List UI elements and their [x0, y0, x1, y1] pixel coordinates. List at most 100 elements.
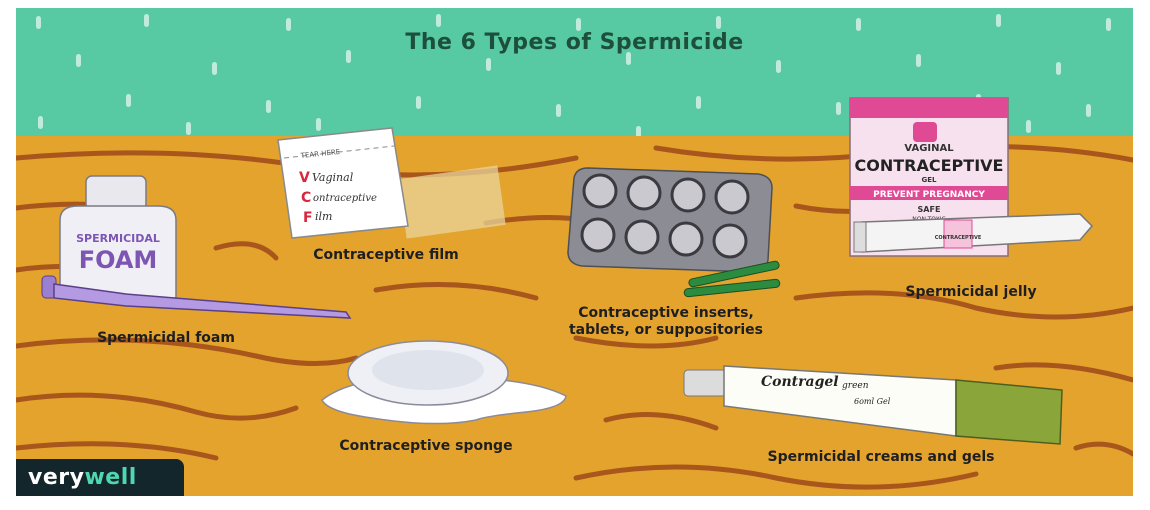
wall-dot	[126, 94, 131, 107]
wall-dot	[1086, 104, 1091, 117]
film-packet-line-1: Vaginal	[312, 171, 354, 184]
wood-grain-stroke	[793, 290, 1133, 320]
jelly-tube-cap	[853, 221, 867, 253]
blister-pill	[624, 219, 660, 255]
wall-dot	[486, 58, 491, 71]
gel-box-line-3: GEL	[922, 176, 938, 184]
jelly-tube-label	[943, 219, 973, 249]
wood-grain-stroke	[16, 441, 219, 461]
blister-pills	[580, 173, 750, 259]
wood-grain-stroke	[213, 241, 279, 261]
sponge-dimple	[372, 350, 484, 390]
foam-illustration: SPERMICIDAL FOAM	[41, 175, 352, 319]
cream-tube-line-2: green	[842, 381, 869, 391]
wall-dot	[266, 100, 271, 113]
wall-dot	[36, 16, 41, 29]
wall-dot	[316, 118, 321, 131]
wall-dot	[38, 116, 43, 129]
gel-box-band	[850, 186, 1008, 200]
caption-spermicidal-foam: Spermicidal foam	[97, 330, 235, 346]
film-sheet	[398, 165, 506, 239]
wood-grain-stroke	[16, 337, 359, 367]
film-letter-f: F	[303, 210, 313, 226]
foam-applicator	[53, 283, 352, 319]
wall-dot	[576, 18, 581, 31]
gel-box-line-4: SAFE	[918, 205, 941, 214]
foam-bottle	[59, 205, 177, 299]
wood-grain-stroke	[993, 362, 1133, 383]
blister-pill	[580, 217, 616, 253]
blister-pill	[714, 179, 750, 215]
blister-pill	[712, 223, 748, 259]
foam-bottle-label-2: FOAM	[79, 246, 158, 274]
wood-grain-stroke	[16, 392, 299, 421]
blister-pill	[670, 177, 706, 213]
gel-box-line-1: VAGINAL	[904, 143, 954, 154]
sponge-illustration	[321, 340, 567, 425]
blister-pill	[582, 173, 618, 209]
wall-dot	[636, 126, 641, 139]
wood-grain-stroke	[603, 412, 719, 431]
blister-pill	[626, 175, 662, 211]
blister-pill	[668, 221, 704, 257]
caption-creams-and-gels: Spermicidal creams and gels	[767, 449, 995, 465]
caption-contraceptive-sponge: Contraceptive sponge	[339, 438, 513, 454]
wall-dot	[416, 96, 421, 109]
wall-dot	[212, 62, 217, 75]
wall-dot	[76, 54, 81, 67]
wall-dot	[556, 104, 561, 117]
caption-inserts-line-1: Contraceptive inserts,	[578, 305, 754, 321]
gel-box-band-text: PREVENT PREGNANCY	[873, 190, 985, 200]
wall-dot	[916, 54, 921, 67]
wood-grain-stroke	[573, 464, 979, 490]
wall-dot	[856, 18, 861, 31]
suppository-1	[688, 260, 780, 288]
wall-dot	[186, 122, 191, 135]
suppository-2	[683, 278, 781, 298]
wood-grain-stroke	[1073, 441, 1133, 457]
wall-dot	[286, 18, 291, 31]
wall-dots	[36, 14, 1111, 139]
page-title: The 6 Types of Spermicide	[405, 30, 744, 55]
caption-spermicidal-jelly: Spermicidal jelly	[905, 284, 1037, 300]
cream-tube-end	[955, 379, 1063, 445]
wall-dot	[1026, 120, 1031, 133]
wall-dot	[1106, 18, 1111, 31]
wall-dot	[776, 60, 781, 73]
wood-grain-stroke	[573, 335, 719, 349]
cream-tube-line-1: Contragel	[761, 374, 839, 390]
wall-dot	[716, 16, 721, 29]
foam-bottle-label-1: SPERMICIDAL	[76, 232, 160, 245]
foam-cap	[85, 175, 147, 211]
cream-tube-line-3: 6oml Gel	[854, 397, 891, 406]
film-packet-line-2: ontraceptive	[313, 193, 377, 204]
film-packet	[277, 127, 409, 239]
tear-line	[283, 145, 395, 159]
film-illustration: TEAR HERE V Vaginal C ontraceptive F ilm	[277, 127, 506, 239]
jelly-tube-text: CONTRACEPTIVE	[935, 235, 982, 241]
brand-part-2: well	[84, 465, 137, 490]
brand-logo: verywell	[16, 459, 184, 496]
wall-dot	[1056, 62, 1061, 75]
wall-dot	[836, 102, 841, 115]
wall-dot	[436, 14, 441, 27]
creams-illustration: Contragel green 6oml Gel	[683, 365, 1063, 445]
film-packet-line-3: ilm	[315, 210, 332, 223]
inserts-illustration	[567, 167, 781, 298]
scene-svg: SPERMICIDAL FOAM TEAR HERE V Vaginal C o…	[16, 8, 1133, 496]
gel-box-top	[850, 98, 1008, 118]
film-letter-v: V	[299, 170, 310, 186]
brand-part-1: very	[28, 465, 85, 490]
wall-dot	[346, 50, 351, 63]
gel-box-line-2: CONTRACEPTIVE	[855, 156, 1004, 175]
caption-inserts: Contraceptive inserts, tablets, or suppo…	[536, 305, 796, 339]
wall-dot	[626, 52, 631, 65]
film-letter-c: C	[301, 190, 311, 206]
wall-dot	[144, 14, 149, 27]
caption-inserts-line-2: tablets, or suppositories	[568, 322, 763, 338]
wood-grain-stroke	[373, 282, 539, 301]
cream-tube-cap	[683, 369, 727, 397]
illustration: SPERMICIDAL FOAM TEAR HERE V Vaginal C o…	[16, 8, 1133, 496]
gel-box-logo	[913, 122, 937, 142]
jelly-illustration: VAGINAL CONTRACEPTIVE GEL PREVENT PREGNA…	[849, 97, 1094, 257]
